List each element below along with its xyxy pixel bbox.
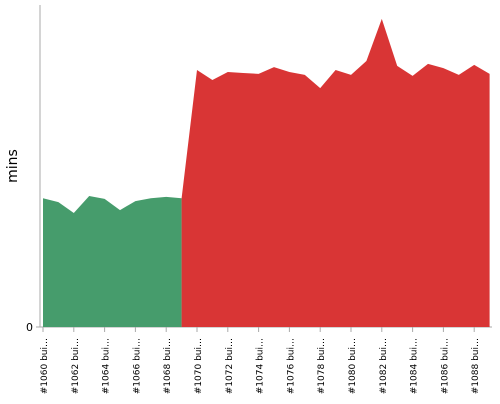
area (181, 18, 490, 327)
x-tick-label: #1066 bui… (132, 338, 142, 394)
x-tick-label: #1076 bui… (286, 338, 296, 394)
x-tick-label: #1084 bui… (410, 338, 420, 394)
y-axis-label: mins (5, 149, 21, 183)
area (43, 195, 182, 327)
y-tick-label: 0 (26, 321, 33, 334)
x-tick-label: #1082 bui… (379, 338, 389, 394)
x-tick-label: #1060 bui… (40, 338, 50, 394)
x-tick-label: #1080 bui… (348, 338, 358, 394)
x-tick-label: #1068 bui… (163, 338, 173, 394)
x-tick-label: #1072 bui… (225, 338, 235, 394)
x-tick-label: #1064 bui… (102, 338, 112, 394)
x-tick-label: #1078 bui… (317, 338, 327, 394)
x-tick-label: #1070 bui… (194, 338, 204, 394)
x-tick-label: #1088 bui… (471, 338, 481, 394)
x-tick-label: #1086 bui… (440, 338, 450, 394)
x-tick-label: #1074 bui… (256, 338, 266, 394)
x-tick-label: #1062 bui… (71, 338, 81, 394)
